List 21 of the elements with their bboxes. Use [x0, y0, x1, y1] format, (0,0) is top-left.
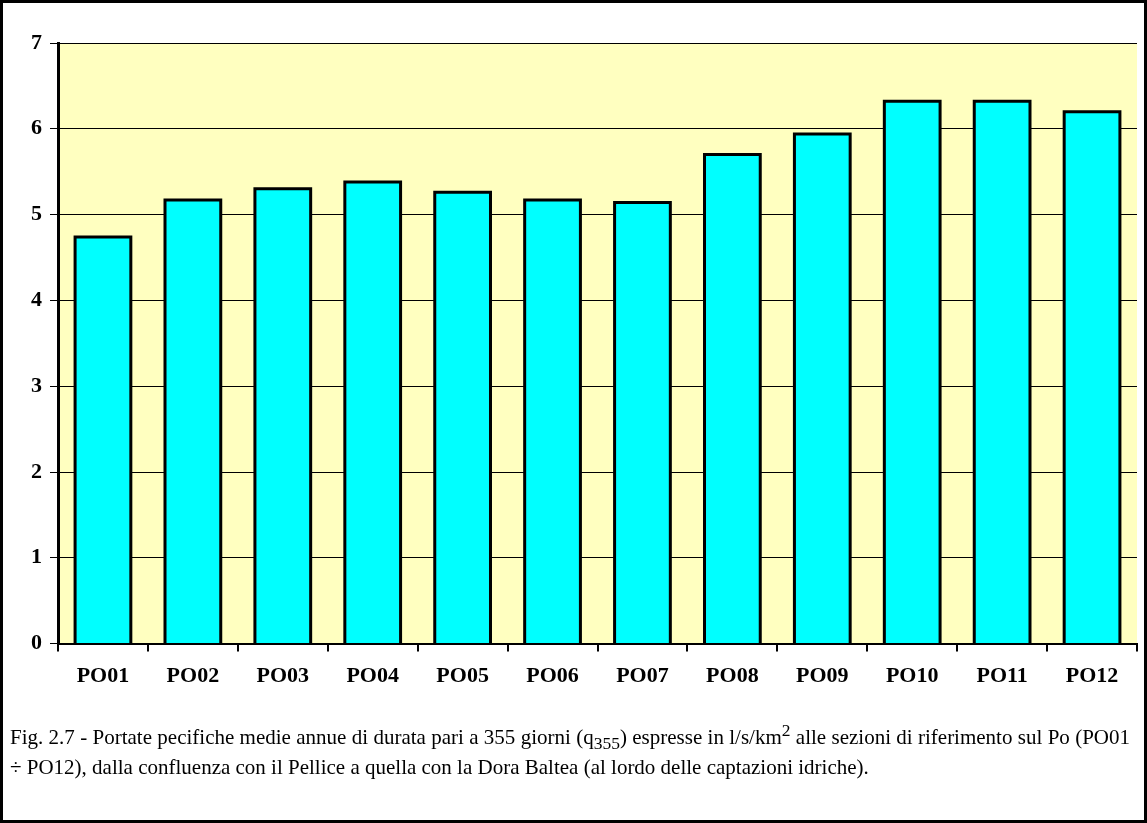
caption: Fig. 2.7 - Portate pecifiche medie annue di durata pari a 355 giorni (q$_{355}$) espresse in l/s/km$^{2}$ alle sezioni di riferimento sul Po (PO01 ÷ PO12), dalla confluenza con il Pellice a quella con la Dora Baltea (al lordo delle captazioni idriche).: [10, 719, 1130, 780]
x-tick-label: PO02: [166, 662, 220, 688]
x-tick-label: PO11: [976, 662, 1028, 688]
y-tick-label: 7: [31, 28, 42, 54]
y-tick-label: 3: [31, 371, 42, 397]
x-tick-label: PO08: [706, 662, 759, 688]
x-tick-label: PO07: [616, 662, 669, 688]
y-tick-label: 5: [31, 200, 42, 226]
y-tick-label: 4: [31, 286, 42, 312]
x-tick-label: PO01: [76, 662, 130, 688]
x-tick-label: PO03: [256, 662, 310, 688]
y-tick-label: 2: [31, 457, 42, 483]
x-tick-label: PO05: [436, 662, 489, 688]
x-tick-label: PO06: [526, 662, 579, 688]
x-tick-label: PO09: [796, 662, 849, 688]
x-tick-label: PO10: [885, 662, 939, 688]
x-tick-label: PO04: [346, 662, 399, 688]
y-tick-label: 6: [31, 114, 42, 140]
y-tick-label: 1: [31, 543, 42, 569]
x-tick-label: PO12: [1065, 662, 1119, 688]
y-tick-label: 0: [31, 629, 42, 655]
